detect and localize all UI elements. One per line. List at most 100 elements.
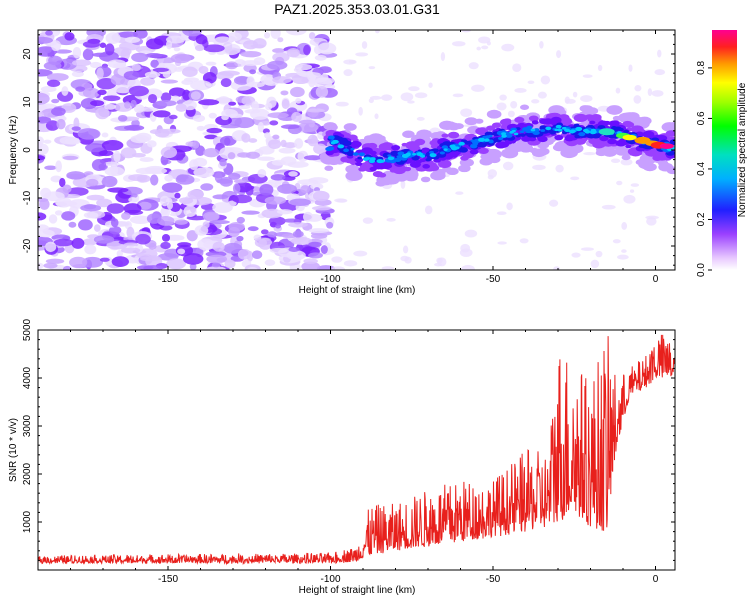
heatmap-cell: [84, 244, 97, 255]
heatmap-cell: [45, 120, 60, 131]
colorbar-tick-label: 0.2: [696, 212, 707, 226]
heatmap-cell: [290, 86, 305, 98]
heatmap-cell: [552, 144, 565, 152]
heatmap-cell: [267, 60, 288, 70]
heatmap-cell: [519, 238, 529, 244]
heatmap-cell: [343, 260, 358, 267]
heatmap-cell: [361, 41, 368, 49]
heatmap-cell: [38, 136, 44, 146]
heatmap-cell: [486, 125, 496, 131]
heatmap-cell: [460, 108, 473, 117]
heatmap-cell: [443, 123, 454, 130]
heatmap-cell: [166, 258, 186, 270]
heatmap-cell: [179, 197, 194, 204]
heatmap-cell: [658, 162, 674, 172]
heatmap-cell: [248, 138, 258, 143]
heatmap-cell: [590, 131, 596, 135]
heatmap-cell: [572, 91, 578, 98]
snr-x-label: Height of straight line (km): [299, 585, 416, 596]
heatmap-cell: [183, 205, 197, 217]
heatmap-cell: [200, 183, 214, 191]
heatmap-cell: [504, 132, 511, 136]
heatmap-cell: [416, 129, 432, 139]
heatmap-cell: [557, 128, 563, 132]
heatmap-cell: [601, 204, 616, 210]
heatmap-cell: [139, 157, 154, 163]
heatmap-cell: [99, 42, 107, 48]
heatmap-cell: [160, 92, 172, 103]
colorbar-gradient: [712, 30, 737, 270]
heatmap-cell: [414, 92, 428, 99]
heatmap-cell: [437, 159, 452, 169]
heatmap-cell: [233, 75, 250, 85]
x-tick-label: -150: [158, 574, 178, 585]
heatmap-cell: [212, 241, 225, 252]
heatmap-cell: [177, 242, 192, 248]
heatmap-cell: [514, 116, 525, 123]
chart-title: PAZ1.2025.353.03.01.G31: [274, 1, 440, 17]
heatmap-cell: [526, 125, 533, 130]
heatmap-cell: [124, 101, 131, 109]
heatmap-cell: [110, 73, 126, 86]
heatmap-cell: [75, 86, 86, 92]
heatmap-cell: [597, 64, 603, 72]
heatmap-cell: [294, 138, 304, 149]
heatmap-cell: [607, 105, 622, 115]
heatmap-cell: [73, 117, 80, 130]
heatmap-cell: [156, 99, 177, 107]
heatmap-cell: [486, 41, 491, 46]
heatmap-cell: [85, 143, 106, 153]
heatmap-cell: [261, 229, 269, 235]
heatmap-cell: [519, 130, 525, 134]
heatmap-cell: [536, 147, 550, 156]
heatmap-cell: [123, 203, 142, 214]
heatmap-cell: [571, 252, 581, 258]
heatmap-cell: [38, 229, 55, 238]
heatmap-cell: [55, 160, 62, 173]
heatmap-cell: [306, 108, 325, 113]
heatmap-cell: [168, 87, 186, 97]
heatmap-cell: [343, 123, 357, 131]
heatmap-cell: [247, 226, 259, 232]
heatmap-cell: [355, 52, 369, 57]
heatmap-cell: [268, 139, 282, 150]
heatmap-cell: [77, 128, 100, 140]
heatmap-cell: [228, 221, 245, 232]
heatmap-cell: [181, 66, 198, 77]
heatmap-cell: [71, 126, 81, 131]
heatmap-cell: [574, 134, 581, 139]
heatmap-cell: [539, 41, 544, 49]
heatmap-cell: [440, 52, 446, 62]
heatmap-cell: [386, 217, 396, 222]
heatmap-cell: [192, 140, 200, 149]
heatmap-cell: [647, 88, 653, 96]
heatmap-cell: [240, 50, 262, 58]
heatmap-cell: [416, 116, 425, 121]
heatmap-cell: [124, 36, 141, 43]
heatmap-cell: [405, 141, 420, 150]
heatmap-cell: [281, 98, 290, 110]
heatmap-cell: [228, 101, 237, 106]
heatmap-cell: [296, 122, 319, 133]
heatmap-cell: [174, 192, 181, 199]
heatmap-cell: [289, 198, 311, 206]
heatmap-cell: [317, 42, 337, 55]
heatmap-cell: [57, 90, 74, 102]
snr-frame: [37, 329, 676, 571]
heatmap-cell: [656, 153, 664, 159]
heatmap-cell: [212, 202, 233, 213]
heatmap-cell: [477, 137, 485, 142]
heatmap-cell: [159, 195, 170, 207]
heatmap-cell: [157, 216, 175, 226]
heatmap-cell: [259, 183, 274, 196]
heatmap-cell: [229, 113, 243, 119]
heatmap-cell: [129, 215, 152, 225]
heatmap-cell: [90, 100, 105, 107]
heatmap-cell: [308, 252, 323, 259]
heatmap-cell: [590, 128, 597, 132]
heatmap-cell: [110, 218, 119, 228]
heatmap-cell: [86, 178, 99, 187]
heatmap-cell: [109, 226, 122, 235]
heatmap-cell: [123, 70, 140, 81]
heatmap-cell: [478, 36, 491, 44]
